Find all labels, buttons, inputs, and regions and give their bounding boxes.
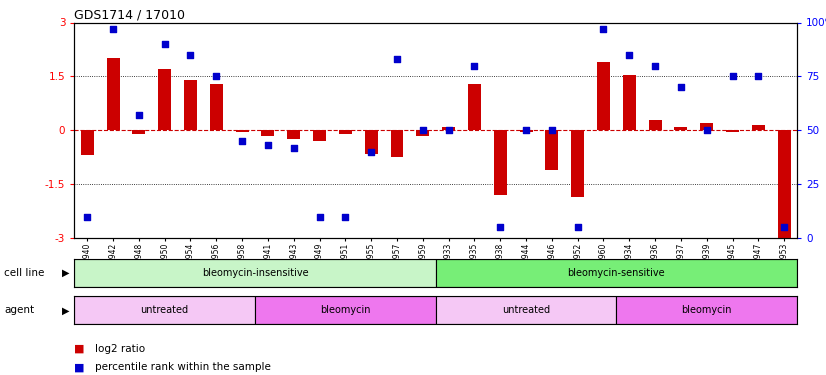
Bar bbox=[107, 58, 120, 130]
Bar bbox=[623, 75, 636, 130]
Point bbox=[364, 149, 377, 155]
Bar bbox=[339, 130, 352, 134]
Text: cell line: cell line bbox=[4, 268, 45, 278]
Text: ■: ■ bbox=[74, 363, 85, 372]
Point bbox=[339, 214, 352, 220]
Point bbox=[184, 52, 197, 58]
Bar bbox=[648, 120, 662, 130]
Bar bbox=[752, 125, 765, 130]
Text: agent: agent bbox=[4, 305, 34, 315]
Text: untreated: untreated bbox=[502, 305, 550, 315]
Point bbox=[520, 128, 533, 134]
Text: log2 ratio: log2 ratio bbox=[95, 344, 145, 354]
Bar bbox=[545, 130, 558, 170]
Text: untreated: untreated bbox=[140, 305, 189, 315]
Point bbox=[261, 142, 274, 148]
Point bbox=[752, 74, 765, 80]
Bar bbox=[255, 296, 436, 324]
Point bbox=[648, 63, 662, 69]
Point bbox=[287, 145, 301, 151]
Point bbox=[210, 74, 223, 80]
Text: bleomycin-insensitive: bleomycin-insensitive bbox=[202, 268, 308, 278]
Point bbox=[416, 128, 430, 134]
Point bbox=[674, 84, 687, 90]
Point bbox=[545, 128, 558, 134]
Bar bbox=[391, 130, 403, 157]
Bar bbox=[572, 130, 584, 197]
Bar bbox=[726, 130, 739, 132]
Point bbox=[391, 56, 404, 62]
Bar bbox=[416, 130, 430, 136]
Point bbox=[132, 112, 145, 118]
Bar bbox=[616, 296, 797, 324]
Bar bbox=[287, 130, 300, 139]
Point bbox=[235, 138, 249, 144]
Point bbox=[313, 214, 326, 220]
Bar bbox=[74, 259, 436, 287]
Bar bbox=[520, 130, 533, 132]
Bar bbox=[675, 127, 687, 130]
Point bbox=[158, 41, 171, 47]
Point bbox=[700, 128, 714, 134]
Bar bbox=[494, 130, 506, 195]
Point bbox=[468, 63, 481, 69]
Text: ■: ■ bbox=[74, 344, 85, 354]
Bar bbox=[442, 127, 455, 130]
Point bbox=[597, 26, 610, 32]
Bar bbox=[700, 123, 713, 130]
Text: GDS1714 / 17010: GDS1714 / 17010 bbox=[74, 8, 185, 21]
Text: bleomycin-sensitive: bleomycin-sensitive bbox=[567, 268, 665, 278]
Bar bbox=[436, 296, 616, 324]
Bar bbox=[132, 130, 145, 134]
Point bbox=[81, 214, 94, 220]
Bar bbox=[184, 80, 197, 130]
Point bbox=[726, 74, 739, 80]
Bar bbox=[313, 130, 326, 141]
Point bbox=[571, 224, 584, 230]
Point bbox=[623, 52, 636, 58]
Bar bbox=[235, 130, 249, 132]
Text: ▶: ▶ bbox=[62, 268, 69, 278]
Point bbox=[442, 128, 455, 134]
Bar bbox=[778, 130, 790, 238]
Bar bbox=[159, 69, 171, 130]
Bar bbox=[74, 296, 255, 324]
Point bbox=[107, 26, 120, 32]
Bar bbox=[262, 130, 274, 136]
Bar bbox=[365, 130, 377, 154]
Text: percentile rank within the sample: percentile rank within the sample bbox=[95, 363, 271, 372]
Bar bbox=[210, 84, 223, 130]
Bar bbox=[436, 259, 797, 287]
Point bbox=[494, 224, 507, 230]
Bar bbox=[468, 84, 481, 130]
Text: ▶: ▶ bbox=[62, 305, 69, 315]
Text: bleomycin: bleomycin bbox=[320, 305, 371, 315]
Text: bleomycin: bleomycin bbox=[681, 305, 732, 315]
Point bbox=[777, 224, 790, 230]
Bar bbox=[81, 130, 93, 156]
Bar bbox=[597, 62, 610, 130]
